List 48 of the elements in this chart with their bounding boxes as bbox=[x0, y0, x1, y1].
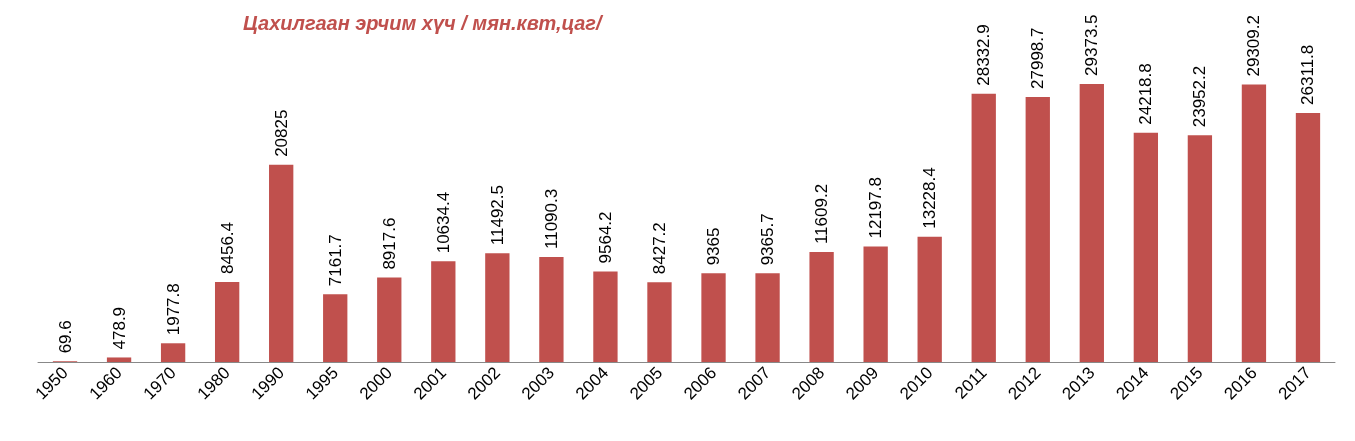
data-label: 69.6 bbox=[55, 320, 75, 354]
bar bbox=[971, 93, 996, 362]
bar bbox=[269, 164, 294, 362]
data-label: 13228.4 bbox=[920, 167, 940, 229]
bar bbox=[539, 257, 564, 362]
data-label: 9365.7 bbox=[758, 213, 778, 266]
bar bbox=[1079, 83, 1104, 362]
data-label: 8427.2 bbox=[649, 222, 669, 275]
bar bbox=[431, 261, 456, 362]
bar bbox=[1025, 96, 1050, 362]
data-label: 7161.7 bbox=[325, 234, 345, 287]
bar bbox=[1241, 84, 1267, 362]
bar bbox=[593, 271, 618, 362]
data-label: 478.9 bbox=[109, 306, 129, 350]
data-label: 10634.4 bbox=[433, 191, 453, 254]
bar bbox=[647, 282, 672, 362]
data-label: 11090.3 bbox=[541, 188, 561, 250]
data-label: 26311.8 bbox=[1298, 44, 1318, 105]
bar bbox=[485, 253, 510, 362]
bar bbox=[701, 273, 726, 362]
data-label: 20825 bbox=[271, 109, 291, 157]
bar bbox=[1187, 135, 1213, 362]
bar bbox=[1295, 112, 1321, 362]
bar bbox=[863, 246, 888, 362]
data-label: 8456.4 bbox=[217, 221, 237, 274]
bar bbox=[323, 294, 348, 362]
data-label: 11609.2 bbox=[812, 183, 832, 245]
chart-title: Цахилгаан эрчим хүч / мян.квт,цаг/ bbox=[243, 12, 605, 34]
data-label: 9365 bbox=[704, 227, 724, 266]
data-label: 11492.5 bbox=[487, 185, 507, 246]
data-label: 8917.6 bbox=[379, 217, 399, 270]
data-label: 29309.2 bbox=[1244, 15, 1264, 77]
bar bbox=[214, 281, 240, 362]
data-label: 23952.2 bbox=[1190, 65, 1210, 128]
data-label: 9564.2 bbox=[595, 211, 615, 264]
bar bbox=[106, 357, 132, 362]
data-label: 1977.8 bbox=[163, 283, 183, 336]
bar bbox=[917, 236, 942, 362]
data-label: 12197.8 bbox=[866, 177, 886, 239]
data-label: 28332.9 bbox=[974, 24, 994, 86]
bar bbox=[377, 277, 402, 362]
data-label: 27998.7 bbox=[1028, 27, 1048, 89]
data-label: 24218.8 bbox=[1136, 63, 1156, 125]
bar bbox=[755, 273, 780, 362]
bar bbox=[160, 343, 186, 362]
data-label: 29373.5 bbox=[1082, 14, 1102, 76]
bar bbox=[809, 252, 834, 362]
bar bbox=[1133, 132, 1159, 362]
